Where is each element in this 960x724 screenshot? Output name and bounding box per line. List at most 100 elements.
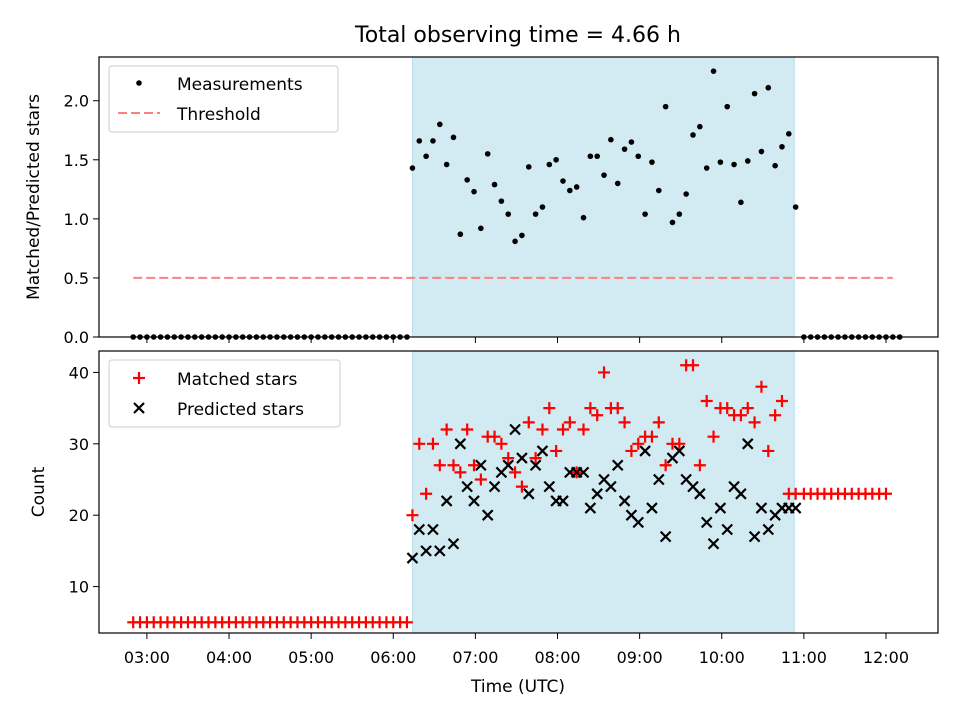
matched-point <box>433 459 446 472</box>
matched-point <box>509 466 522 479</box>
legend-measurements-marker <box>136 80 142 86</box>
predicted-point <box>413 523 426 536</box>
measurement-point <box>635 153 642 160</box>
predicted-point <box>611 459 624 472</box>
x-tick-label: 09:00 <box>617 648 663 667</box>
measurement-point <box>437 121 443 128</box>
matched-point <box>406 509 419 522</box>
y-tick-label: 20 <box>69 506 89 525</box>
bottom-x-axis: 03:00 04:00 05:00 06:00 07:00 08:00 09:00 10:00… <box>124 633 909 667</box>
matched-point <box>645 430 658 443</box>
bottom-axes-frame <box>98 350 939 634</box>
matched-point <box>495 437 508 450</box>
y-tick-label: 2.0 <box>64 92 89 111</box>
measurement-point <box>703 165 710 171</box>
bottom-y-axis-label: Count <box>29 466 49 517</box>
predicted-point <box>646 502 658 514</box>
matched-point <box>468 459 481 472</box>
measurement-point <box>519 232 525 239</box>
matched-point <box>556 423 569 436</box>
matched-point <box>775 394 788 407</box>
predicted-point <box>488 480 501 493</box>
matched-point <box>707 430 720 443</box>
predicted-point <box>420 545 432 557</box>
y-tick-label: 30 <box>69 435 89 454</box>
predicted-point <box>434 545 446 557</box>
matched-point <box>577 423 590 436</box>
measurement-point <box>546 161 553 168</box>
measurement-point <box>471 188 477 195</box>
y-tick-label: 0.0 <box>64 328 89 347</box>
matched-point <box>420 487 433 500</box>
measurement-point <box>772 162 778 169</box>
measurement-point <box>621 146 628 152</box>
x-tick-label: 08:00 <box>534 648 580 667</box>
matched-point <box>741 402 754 415</box>
predicted-point <box>529 459 542 472</box>
bottom-y-axis: 10 20 30 40 <box>69 363 99 597</box>
matched-point <box>543 402 556 415</box>
predicted-point <box>639 445 651 457</box>
predicted-point <box>653 473 665 486</box>
y-tick-label: 10 <box>69 578 89 597</box>
measurement-point <box>464 177 470 183</box>
legend-matched-label: Matched stars <box>177 370 297 390</box>
matched-point <box>426 437 439 450</box>
measurement-point <box>765 84 772 91</box>
measurement-point <box>710 68 717 74</box>
measurement-point <box>676 211 683 217</box>
predicted-point <box>584 502 597 514</box>
measurement-point <box>587 153 594 160</box>
measurement-point <box>614 180 621 187</box>
matched-point <box>625 444 638 457</box>
matched-point <box>591 409 604 422</box>
matched-point <box>673 437 686 450</box>
predicted-point <box>522 488 535 500</box>
matched-point <box>413 437 426 450</box>
predicted-point <box>694 488 706 500</box>
measurement-point <box>478 225 484 232</box>
matched-point <box>536 423 549 436</box>
measurement-point <box>430 138 436 144</box>
predicted-point <box>475 459 487 472</box>
predicted-point <box>632 516 645 529</box>
predicted-point <box>789 502 802 514</box>
predicted-point <box>707 537 720 550</box>
predicted-points <box>406 423 802 564</box>
measurement-point <box>505 211 512 217</box>
y-tick-label: 0.5 <box>64 269 89 288</box>
predicted-point <box>454 438 467 450</box>
x-tick-label: 04:00 <box>206 648 252 667</box>
measurement-point <box>539 204 546 210</box>
x-tick-label: 03:00 <box>124 648 170 667</box>
measurement-point <box>683 191 689 197</box>
matched-point <box>748 416 761 429</box>
matched-point <box>400 616 413 629</box>
top-legend-box <box>108 65 339 133</box>
measurement-point <box>573 184 580 190</box>
matched-point <box>769 409 782 422</box>
top-axes-frame <box>98 56 939 338</box>
predicted-point <box>714 502 727 514</box>
measurement-point <box>491 181 498 188</box>
y-tick-label: 40 <box>69 363 89 382</box>
matched-point <box>550 444 563 457</box>
measurement-point <box>724 103 731 110</box>
predicted-point <box>735 488 747 500</box>
measurement-point <box>642 211 648 217</box>
top-legend: Measurements Threshold <box>108 65 339 133</box>
measurement-point <box>628 139 635 145</box>
measurement-point <box>532 211 539 217</box>
predicted-point <box>543 480 556 493</box>
top-y-axis-label: Matched/Predicted stars <box>24 94 44 300</box>
measurement-point <box>758 148 765 155</box>
matched-point <box>461 423 474 436</box>
matched-point <box>529 452 542 465</box>
predicted-point <box>618 495 631 507</box>
matched-points <box>127 359 892 629</box>
measurement-point <box>567 187 573 194</box>
predicted-point <box>605 480 617 493</box>
legend-measurements-label: Measurements <box>177 75 303 95</box>
